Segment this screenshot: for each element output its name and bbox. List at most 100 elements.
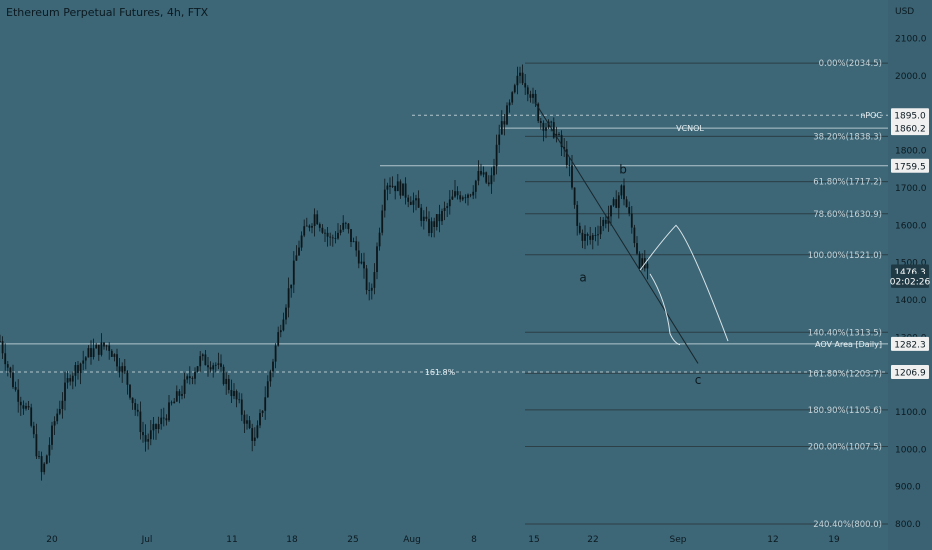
candle-body [214,364,217,366]
horizontal-line-label: VCNOL [676,124,704,133]
candle-body [27,405,30,408]
candle-body [186,376,189,380]
candle-body [207,365,209,368]
candle-body [108,345,111,351]
x-tick-label: Aug [403,535,421,545]
candle-body [376,246,378,273]
candle-body [134,403,137,410]
chart-title: Ethereum Perpetual Futures, 4h, FTX [6,6,209,19]
fib-level-label: 78.60%(1630.9) [813,210,882,220]
candle-body [71,375,74,382]
price-tag: 1476.3 [894,268,926,278]
candle-body [321,227,324,233]
candle-body [105,345,108,347]
candle-body [409,201,412,205]
candle-body [95,344,98,349]
candle-body [472,191,475,196]
candle-body [160,417,163,425]
candle-body [233,391,235,397]
candle-body [617,195,620,208]
candle-body [212,365,215,370]
price-tag: 1759.5 [894,162,926,172]
countdown-tag-bg [891,273,929,288]
candle-body [337,232,339,239]
candle-body [612,199,615,206]
candle-body [113,354,116,357]
candle-body [129,384,131,398]
candle-body [430,221,433,233]
wave-label: b [619,162,627,176]
fib-level-label: 38.20%(1838.3) [813,132,882,142]
candle-body [412,200,415,205]
candle-body [4,353,7,365]
candle-body [82,360,85,364]
candle-body [170,402,173,404]
y-tick-label: 900.0 [895,483,921,493]
candle-body [220,363,222,367]
price-tag-bg [891,108,929,123]
candle-body [178,391,181,396]
x-tick-label: 22 [587,535,598,545]
y-tick-label: 800.0 [895,520,921,530]
candle-body [495,144,498,167]
candle-body [300,235,303,248]
candle-body [433,221,436,227]
candle-body [1,341,4,354]
candle-body [415,198,417,201]
fib-level-label: 140.40%(1313.5) [808,328,882,338]
candle-body [144,435,147,442]
candle-body [136,409,139,412]
candle-body [586,234,589,236]
candle-body [485,172,488,183]
candle-body [272,361,274,372]
candle-body [87,348,90,358]
candle-body [357,250,360,264]
candle-body [290,284,293,289]
y-tick-label: 1500.0 [895,259,927,269]
candle-body [191,378,194,379]
candle-body [365,268,368,291]
candle-body [22,405,25,409]
candle-body [266,381,269,398]
candle-body [324,232,326,234]
candle-body [425,216,428,219]
candle-body [404,183,407,198]
candle-body [253,437,256,441]
candle-body [516,75,519,86]
candle-body [589,235,592,240]
candle-body [456,191,459,196]
x-tick-label: 8 [471,535,477,545]
candle-body [56,413,59,422]
candle-body [573,187,576,205]
candle-body [402,183,404,196]
candle-body [261,410,264,414]
candle-body [79,363,82,374]
candle-body [19,401,22,406]
candle-body [126,371,129,385]
candle-body [422,216,425,221]
candle-body [35,434,38,457]
candle-body [45,455,48,464]
candle-body [199,356,202,367]
candle-body [279,330,282,333]
candle-body [175,391,178,402]
candle-body [628,207,631,214]
candle-body [181,393,183,396]
y-tick-label: 1400.0 [895,296,927,306]
candle-body [597,234,599,236]
candle-body [451,196,454,200]
candle-body [92,348,95,357]
candle-body [318,224,321,228]
candle-body [194,371,196,379]
candle-body [69,378,72,382]
candle-body [12,372,14,388]
candle-body [396,181,399,192]
projection-path [639,224,729,342]
candle-body [529,94,532,98]
candle-body [493,166,495,176]
candle-body [248,420,251,429]
candle-body [438,214,441,222]
horizontal-line-label: 161.8% [425,368,456,377]
candle-body [121,366,124,373]
